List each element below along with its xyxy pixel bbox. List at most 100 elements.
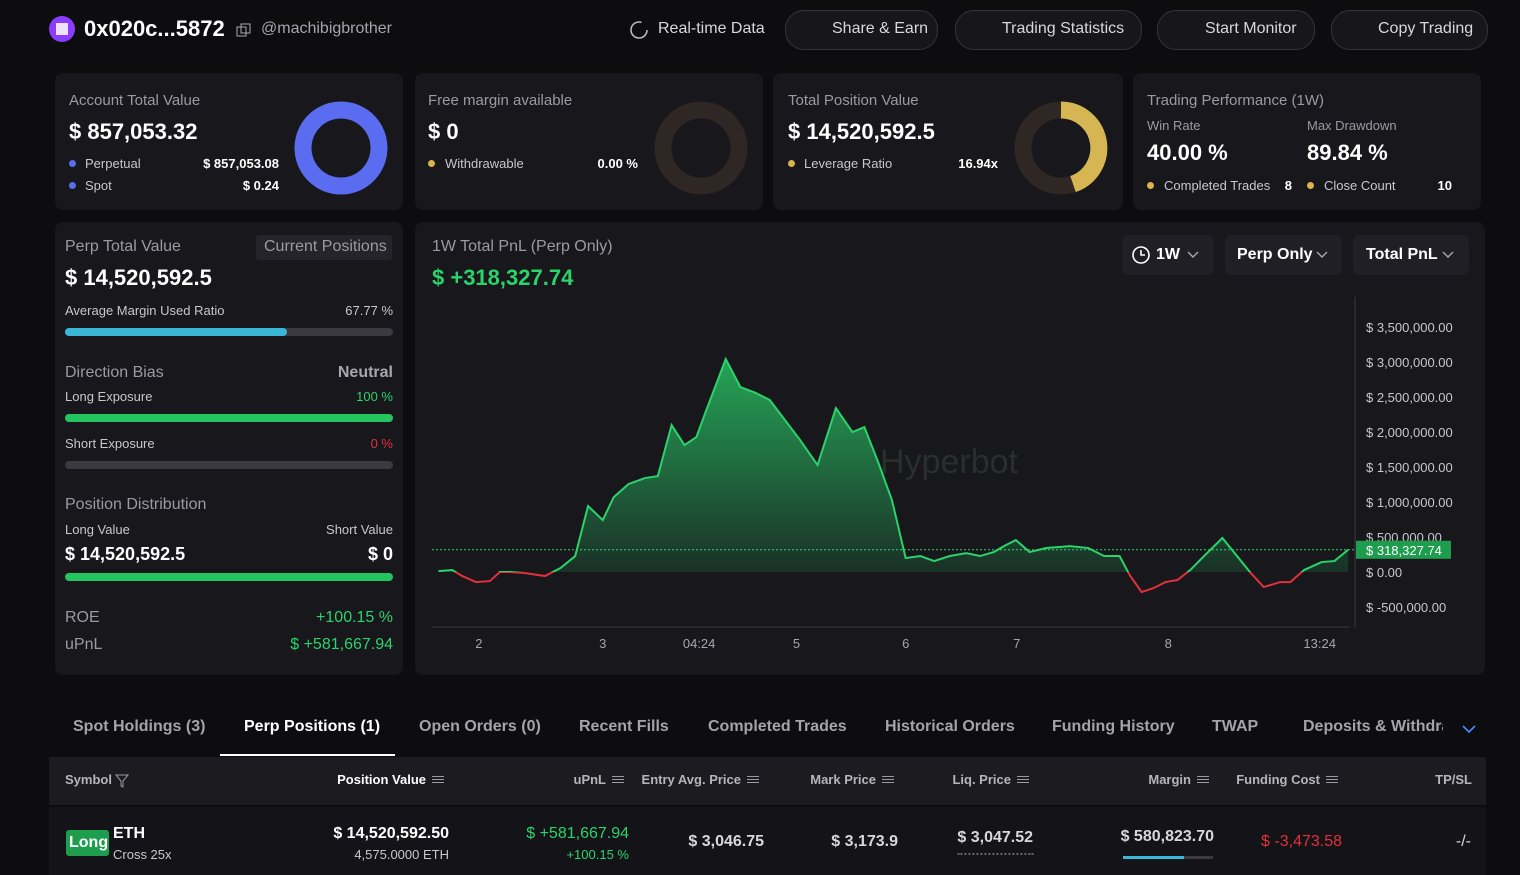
header-button[interactable] [1331, 10, 1488, 50]
label: uPnL [65, 636, 103, 653]
account-donut [294, 101, 388, 195]
header-button-label[interactable]: Share & Earn [832, 20, 929, 37]
sort-icon[interactable] [882, 776, 894, 777]
pnl-panel [415, 222, 1485, 675]
sort-icon[interactable] [747, 776, 759, 777]
sort-icon[interactable] [1197, 776, 1209, 777]
side-badge [66, 830, 109, 856]
position-value: $ 14,520,592.50 [333, 825, 449, 842]
bar-track [65, 461, 393, 469]
dropdown-label[interactable]: Perp Only [1237, 246, 1313, 263]
chevrons [1187, 251, 1454, 258]
stat-label: Win Rate [1147, 118, 1201, 133]
header-button-label[interactable]: Trading Statistics [1002, 20, 1125, 37]
y-tick-label: $ 2,500,000.00 [1366, 390, 1453, 405]
leverage-donut [1014, 101, 1108, 195]
address: 0x020c...5872 [84, 16, 225, 41]
area [438, 359, 1349, 573]
tab[interactable]: Deposits & Withdraw [1303, 718, 1443, 735]
legend-value: $ 857,053.08 [203, 156, 279, 171]
bar-fill [65, 328, 288, 336]
margin-track [1123, 856, 1213, 859]
card-title: Total Position Value [788, 92, 919, 109]
legend-label: Withdrawable [445, 156, 524, 171]
card-value: $ 0 [428, 119, 459, 144]
margin-mode: Cross 25x [113, 847, 172, 862]
legend-label: Completed Trades [1164, 178, 1271, 193]
bar-track [65, 328, 393, 336]
margin: $ 580,823.70 [1120, 828, 1214, 845]
value: $ +581,667.94 [290, 636, 393, 653]
bar-track [65, 414, 393, 422]
column-header[interactable]: Entry Avg. Price [641, 772, 741, 787]
legend-label: Perpetual [85, 156, 141, 171]
x-tick-label: 13:24 [1303, 636, 1336, 651]
legend-dot [1307, 182, 1314, 189]
pnl-value: $ +318,327.74 [432, 265, 574, 290]
column-header[interactable]: Margin [1148, 772, 1191, 787]
x-tick-label: 5 [793, 636, 800, 651]
value: 100 % [356, 389, 393, 404]
dropdown-label[interactable]: 1W [1156, 246, 1180, 263]
tab[interactable]: Recent Fills [579, 718, 669, 735]
label: Average Margin Used Ratio [65, 303, 225, 318]
tab[interactable]: Historical Orders [885, 718, 1015, 735]
column-header[interactable]: Liq. Price [952, 772, 1011, 787]
sort-icon[interactable] [1326, 776, 1338, 777]
stat-value: 40.00 % [1147, 140, 1228, 165]
column-header[interactable]: Symbol [65, 772, 112, 787]
legend-dot [69, 182, 76, 189]
tab[interactable]: TWAP [1212, 718, 1259, 735]
legend-label: Leverage Ratio [804, 156, 893, 171]
tab[interactable]: Open Orders (0) [419, 718, 541, 735]
label: Short Value [326, 522, 393, 537]
size: 4,575.0000 ETH [354, 847, 449, 862]
card-value: $ 857,053.32 [69, 119, 198, 144]
card-title: Free margin available [428, 92, 573, 109]
y-tick-label: $ 3,500,000.00 [1366, 320, 1453, 335]
header-button[interactable] [1157, 10, 1315, 50]
header-button[interactable]: Real-time Data [658, 20, 765, 37]
column-header: TP/SL [1435, 772, 1472, 787]
tabs-more[interactable] [1461, 723, 1477, 735]
header-button-label[interactable]: Start Monitor [1205, 20, 1297, 37]
sort-icon[interactable] [432, 776, 444, 777]
dropdown-label[interactable]: Total PnL [1366, 246, 1438, 263]
dropdown[interactable] [1122, 235, 1214, 275]
tab[interactable]: Spot Holdings (3) [73, 718, 206, 735]
value: $ 14,520,592.5 [65, 544, 186, 564]
filter-icon[interactable] [115, 774, 129, 788]
refresh-icon [630, 21, 648, 39]
stat-label: Max Drawdown [1307, 118, 1397, 133]
y-tick-label: $ 1,500,000.00 [1366, 460, 1453, 475]
column-header[interactable]: Funding Cost [1236, 772, 1320, 787]
copy-icon[interactable] [236, 23, 252, 39]
column-header[interactable]: uPnL [573, 772, 607, 787]
header-button-label[interactable]: Copy Trading [1378, 20, 1474, 37]
tab[interactable]: Completed Trades [708, 718, 847, 735]
value: Neutral [337, 364, 393, 381]
column-header[interactable]: Mark Price [810, 772, 876, 787]
tpsl: -/- [1455, 833, 1471, 850]
tab[interactable]: Funding History [1052, 718, 1175, 735]
sort-icon[interactable] [612, 776, 624, 777]
line [438, 356, 1349, 594]
mark-price: $ 3,173.9 [831, 833, 898, 850]
tab-chip-label[interactable]: Current Positions [264, 238, 387, 255]
current-badge [1356, 540, 1451, 559]
dropdown[interactable] [1225, 235, 1342, 275]
legend-value: 16.94x [958, 156, 998, 171]
tab-chip[interactable] [256, 235, 392, 260]
header-button[interactable] [955, 10, 1142, 50]
value: +100.15 % [316, 609, 393, 626]
stat-value: 89.84 % [1307, 140, 1388, 165]
column-header[interactable]: Position Value [337, 772, 426, 787]
sort-icon[interactable] [1017, 776, 1029, 777]
tab-active[interactable]: Perp Positions (1) [244, 718, 381, 735]
table-row [49, 807, 1486, 875]
y-tick-label: $ 2,000,000.00 [1366, 425, 1453, 440]
card-title: Trading Performance (1W) [1147, 92, 1324, 109]
header-button[interactable] [785, 10, 938, 50]
donut-perpetual [294, 101, 388, 195]
